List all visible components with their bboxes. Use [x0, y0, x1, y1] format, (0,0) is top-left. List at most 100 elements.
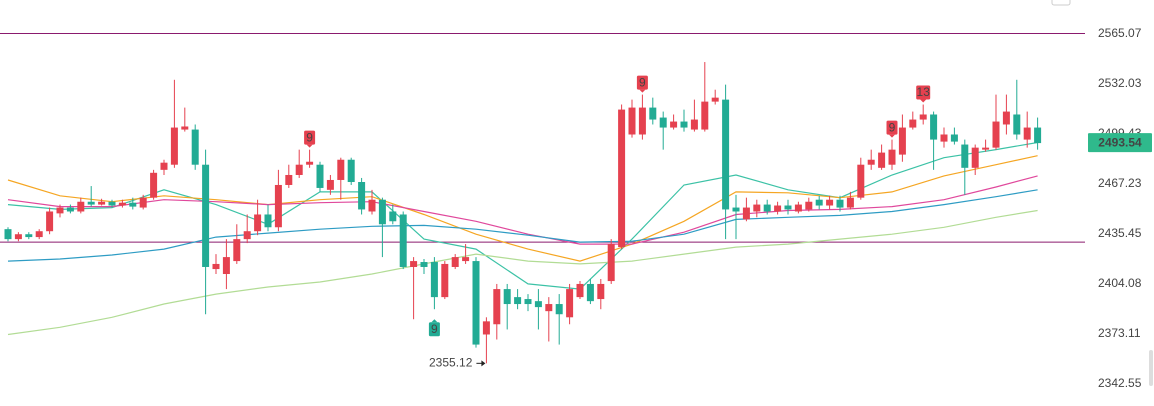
candle-body [607, 244, 615, 282]
candle-body [836, 199, 844, 208]
candle-body [742, 207, 750, 220]
candle-body [441, 263, 449, 298]
candle-body [14, 234, 22, 240]
candle-body [586, 283, 594, 302]
candle-body [940, 134, 948, 142]
candle-body [150, 172, 158, 198]
candle-body [295, 164, 303, 175]
candle-body [805, 201, 813, 210]
candle-body [420, 262, 428, 267]
candle-body [35, 231, 43, 238]
candle-body [722, 99, 730, 210]
candle-body [919, 114, 927, 120]
y-tick-label: 2565.07 [1098, 26, 1142, 40]
candle-body [337, 159, 345, 180]
candle-body [399, 214, 407, 267]
ma-line [7, 209, 1038, 336]
candle-body [503, 289, 511, 305]
candle-body [170, 127, 178, 165]
candle-body [680, 121, 688, 128]
candle-body [732, 207, 740, 212]
signal-badge [428, 322, 440, 337]
candle-body [129, 202, 137, 207]
candle-body [1034, 127, 1042, 144]
ma-line [7, 141, 1038, 290]
signal-pointer [431, 319, 438, 323]
candle-body [472, 261, 480, 345]
candle-body [378, 199, 386, 225]
candle-body [555, 304, 563, 315]
candle-body [389, 211, 397, 222]
ma-line [7, 189, 1038, 262]
candle-body [264, 214, 272, 228]
candle-body [1002, 111, 1010, 125]
candle-body [451, 257, 459, 267]
candle-body [233, 239, 241, 262]
low-annotation: 2355.12 [429, 355, 473, 369]
candle-body [846, 197, 854, 208]
candle-body [118, 202, 126, 206]
candle-body [815, 199, 823, 206]
candle-body [867, 159, 875, 165]
candle-body [794, 204, 802, 212]
signal-pointer [889, 134, 895, 138]
candle-body [274, 184, 282, 228]
candle-body [212, 263, 220, 270]
candle-body [482, 321, 490, 335]
plot-lines [0, 33, 1085, 336]
candle-body [181, 126, 189, 130]
candle-body [690, 119, 698, 130]
signal-label: 9 [639, 75, 646, 89]
candle-body [254, 214, 262, 232]
y-tick-label: 2532.03 [1098, 76, 1142, 90]
scrollbar[interactable] [1149, 350, 1153, 386]
candle-body [358, 182, 366, 210]
signal-pointer [306, 144, 313, 148]
signal-label: 9 [889, 120, 896, 134]
candle-body [410, 261, 418, 267]
candle-body [961, 144, 969, 168]
candle-body [930, 114, 938, 140]
candle-body [25, 234, 33, 238]
candle-body [191, 129, 199, 165]
ma-line [7, 175, 1038, 245]
candle-body [659, 117, 667, 128]
candle-body [950, 134, 958, 142]
axis-button[interactable] [1051, 0, 1071, 6]
y-tick-label: 2342.55 [1098, 376, 1142, 390]
candle-body [368, 199, 376, 212]
candle-body [711, 97, 719, 102]
candle-body [992, 121, 1000, 148]
candle-body [701, 101, 709, 130]
candle-body [826, 199, 834, 206]
candle-body [982, 147, 990, 150]
candle-body [763, 204, 771, 212]
candles [4, 62, 1042, 364]
candle-body [243, 231, 251, 240]
signal-label: 13 [917, 85, 931, 99]
ma-line [7, 155, 1038, 262]
candle-body [618, 109, 626, 248]
signal-label: 9 [306, 130, 313, 144]
candle-body [1013, 114, 1021, 135]
candle-body [857, 164, 865, 198]
signal-badge [636, 75, 648, 90]
last-price-box [1088, 133, 1152, 153]
candle-body [524, 299, 532, 305]
candle-body [430, 262, 438, 298]
candle-body [98, 201, 106, 205]
candle-body [493, 289, 501, 325]
overlays: 2565.072532.032499.432467.232435.452404.… [304, 26, 1152, 390]
candle-body [66, 207, 74, 212]
candle-body [46, 211, 54, 232]
candle-body [56, 207, 64, 214]
candle-body [316, 164, 324, 188]
candle-body [545, 304, 553, 312]
candle-body [202, 164, 210, 267]
candle-body [285, 174, 293, 185]
candle-body [87, 201, 95, 205]
candle-body [753, 204, 761, 212]
candle-body [326, 179, 334, 190]
